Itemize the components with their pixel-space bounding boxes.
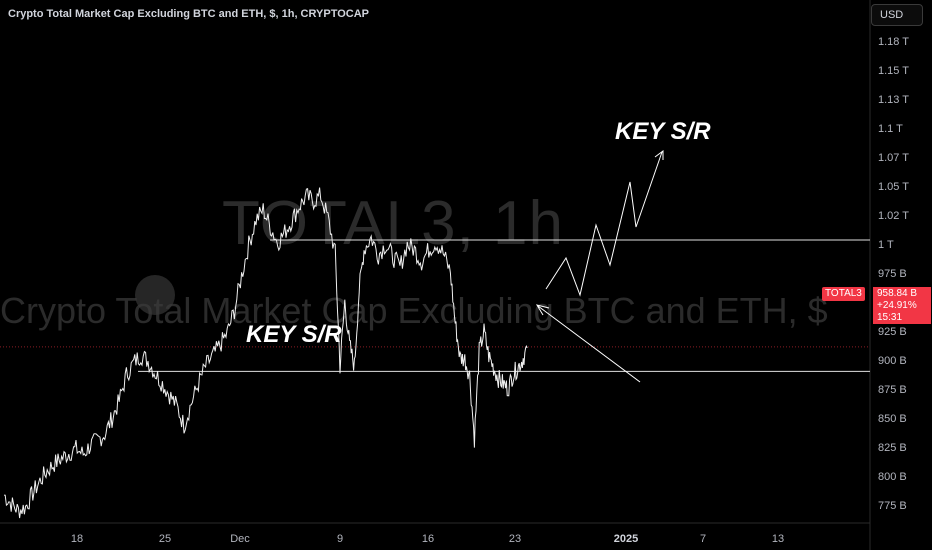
price-tick-label: 1.13 T xyxy=(878,94,909,106)
currency-button[interactable]: USD xyxy=(871,4,923,26)
price-tick-label: 1.18 T xyxy=(878,36,909,48)
time-tick-label: 18 xyxy=(70,533,84,545)
price-tick-label: 775 B xyxy=(878,500,907,512)
projection-zigzag xyxy=(545,151,663,297)
price-change: +24.91% xyxy=(877,300,917,311)
price-tick-label: 1.15 T xyxy=(878,65,909,77)
price-tick-label: 975 B xyxy=(878,268,907,280)
price-tick-label: 1.05 T xyxy=(878,181,909,193)
key-sr-lower-label: KEY S/R xyxy=(246,321,342,348)
pointer-arrow xyxy=(537,305,641,383)
time-tick-label: 7 xyxy=(699,533,707,545)
time-tick-label: Dec xyxy=(230,533,250,545)
time-tick-label: 23 xyxy=(508,533,522,545)
price-tick-label: 1.1 T xyxy=(878,123,903,135)
key-sr-upper-label: KEY S/R xyxy=(615,118,711,145)
time-tick-label: 25 xyxy=(158,533,172,545)
price-tick-label: 1 T xyxy=(878,239,894,251)
projection-arrowhead xyxy=(654,150,664,160)
pointer-arrowhead xyxy=(535,304,550,316)
price-tick-label: 850 B xyxy=(878,413,907,425)
price-tick-label: 1.02 T xyxy=(878,210,909,222)
symbol-tag: TOTAL3 xyxy=(822,287,865,301)
price-series-line xyxy=(3,187,528,519)
watermark-symbol: TOTAL3, 1h xyxy=(222,189,564,258)
price-tick-label: 925 B xyxy=(878,326,907,338)
price-tick-label: 1.07 T xyxy=(878,152,909,164)
price-tick-label: 900 B xyxy=(878,355,907,367)
price-tick-label: 825 B xyxy=(878,442,907,454)
last-price-label: 958.84 B +24.91% 15:31 xyxy=(873,287,931,324)
price-tick-label: 875 B xyxy=(878,384,907,396)
last-price: 958.84 B xyxy=(877,288,918,299)
time-tick-label: 9 xyxy=(336,533,344,545)
crosshair-marker xyxy=(135,275,175,315)
time-tick-label: 2025 xyxy=(613,533,639,545)
time-tick-label: 13 xyxy=(771,533,785,545)
chart-title: Crypto Total Market Cap Excluding BTC an… xyxy=(8,8,370,20)
time-tick-label: 16 xyxy=(421,533,435,545)
bar-countdown: 15:31 xyxy=(877,312,903,323)
price-tick-label: 800 B xyxy=(878,471,907,483)
